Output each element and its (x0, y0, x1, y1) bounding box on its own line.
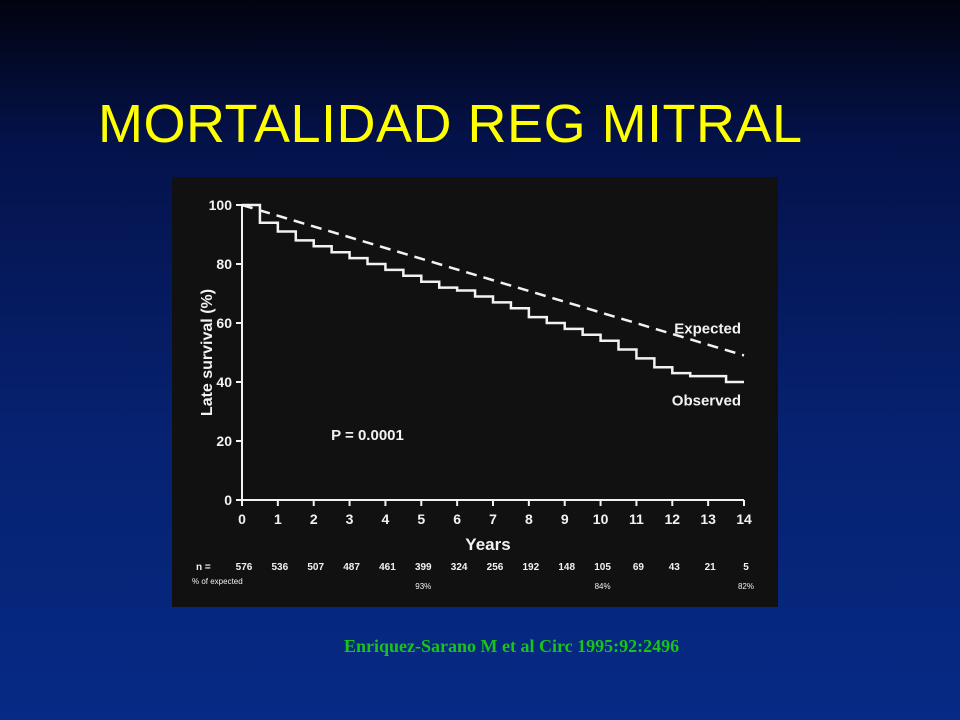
risk-n-value: 399 (415, 562, 432, 573)
risk-n-value: 43 (669, 562, 681, 573)
x-tick-label: 11 (629, 511, 644, 527)
risk-n-value: 256 (487, 562, 504, 573)
x-tick-label: 14 (736, 511, 752, 527)
x-tick-label: 3 (346, 511, 354, 527)
y-tick-label: 60 (216, 315, 232, 331)
risk-n-value: 536 (272, 562, 289, 573)
x-tick-label: 2 (310, 511, 318, 527)
x-tick-label: 9 (561, 511, 569, 527)
risk-n-value: 148 (558, 562, 575, 573)
label-observed: Observed (672, 393, 741, 410)
risk-n-label: n = (196, 562, 211, 573)
slide-title: MORTALIDAD REG MITRAL (98, 94, 803, 154)
y-axis-title: Late survival (%) (199, 289, 216, 416)
risk-pct-value: 84% (595, 582, 611, 591)
risk-n-value: 487 (343, 562, 360, 573)
series-observed-line (242, 203, 744, 384)
y-tick-label: 0 (224, 492, 232, 508)
x-tick-label: 6 (453, 511, 461, 527)
y-tick-label: 20 (216, 433, 232, 449)
series-expected-line (241, 203, 745, 357)
x-tick-label: 5 (417, 511, 425, 527)
x-tick-label: 4 (382, 511, 390, 527)
survival-chart: 0 20 40 60 80 100 0 1 2 3 4 5 6 7 8 9 10 11 12 13 14 Years Lat… (172, 177, 778, 607)
x-axis-title: Years (465, 535, 510, 554)
risk-pct-label: % of expected (192, 577, 243, 586)
y-tick-label: 100 (209, 197, 233, 213)
x-tick-label: 13 (700, 511, 716, 527)
x-tick-label: 1 (274, 511, 282, 527)
risk-n-value: 5 (743, 562, 749, 573)
risk-n-value: 192 (523, 562, 540, 573)
risk-n-value: 507 (307, 562, 324, 573)
citation: Enriquez-Sarano M et al Circ 1995:92:249… (344, 636, 680, 656)
y-tick-label: 80 (216, 256, 232, 272)
x-tick-label: 0 (238, 511, 246, 527)
risk-n-value: 105 (594, 562, 611, 573)
risk-pct-value: 93% (415, 582, 431, 591)
x-tick-label: 12 (664, 511, 680, 527)
risk-n-value: 21 (705, 562, 717, 573)
label-expected: Expected (674, 320, 741, 337)
risk-n-value: 69 (633, 562, 645, 573)
risk-n-value: 324 (451, 562, 468, 573)
risk-n-value: 461 (379, 562, 396, 573)
y-tick-label: 40 (216, 374, 232, 390)
risk-pct-value: 82% (738, 582, 754, 591)
x-tick-label: 10 (593, 511, 609, 527)
p-value-annotation: P = 0.0001 (331, 427, 404, 444)
x-tick-label: 8 (525, 511, 533, 527)
x-tick-label: 7 (489, 511, 497, 527)
risk-n-value: 576 (236, 562, 253, 573)
